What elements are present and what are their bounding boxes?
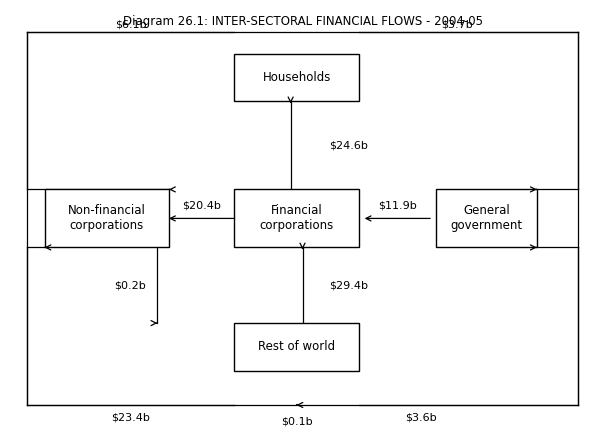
Text: $6.1b: $6.1b [115, 19, 146, 30]
Text: $20.4b: $20.4b [182, 201, 221, 211]
Text: $11.9b: $11.9b [378, 201, 417, 211]
Text: Rest of world: Rest of world [258, 340, 335, 353]
FancyBboxPatch shape [45, 190, 169, 247]
FancyBboxPatch shape [234, 323, 359, 371]
FancyBboxPatch shape [234, 54, 359, 101]
Text: $24.6b: $24.6b [329, 140, 368, 150]
Text: Diagram 26.1: INTER-SECTORAL FINANCIAL FLOWS - 2004-05: Diagram 26.1: INTER-SECTORAL FINANCIAL F… [122, 15, 483, 28]
Text: Households: Households [263, 71, 331, 84]
Text: Financial
corporations: Financial corporations [260, 205, 334, 232]
Text: $29.4b: $29.4b [329, 280, 368, 290]
Text: $0.2b: $0.2b [114, 280, 145, 290]
Text: $3.7b: $3.7b [441, 19, 473, 30]
Text: $23.4b: $23.4b [111, 412, 150, 422]
Text: $0.1b: $0.1b [281, 417, 312, 426]
Text: General
government: General government [450, 205, 522, 232]
FancyBboxPatch shape [436, 190, 537, 247]
Text: Non-financial
corporations: Non-financial corporations [68, 205, 146, 232]
FancyBboxPatch shape [234, 190, 359, 247]
Text: $3.6b: $3.6b [405, 412, 437, 422]
